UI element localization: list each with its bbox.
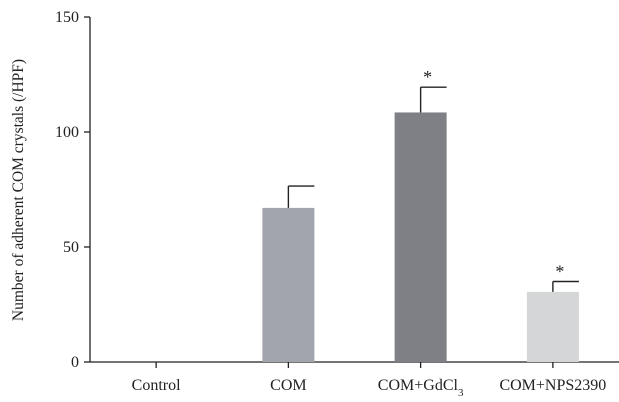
y-tick-label: 100 <box>55 124 79 141</box>
y-axis-title: Number of adherent COM crystals (/HPF) <box>10 59 27 321</box>
x-tick-label: COM <box>270 377 306 394</box>
y-tick-label: 150 <box>55 9 79 26</box>
y-tick-label: 0 <box>71 354 79 371</box>
x-tick-label: COM+GdCl3 <box>378 377 464 399</box>
plot-area: 0 50 100 150 Control COM * COM+GdCl3 * COM+NPS239… <box>55 9 619 399</box>
bar <box>394 112 447 362</box>
bar <box>526 291 579 362</box>
bar <box>262 207 315 362</box>
x-tick-label-subscript: 3 <box>458 387 464 399</box>
significance-marker: * <box>423 67 432 87</box>
x-tick-label: COM+NPS2390 <box>499 377 606 394</box>
y-tick-label: 50 <box>63 239 79 256</box>
x-tick-label: Control <box>132 377 181 394</box>
significance-marker: * <box>555 262 564 282</box>
